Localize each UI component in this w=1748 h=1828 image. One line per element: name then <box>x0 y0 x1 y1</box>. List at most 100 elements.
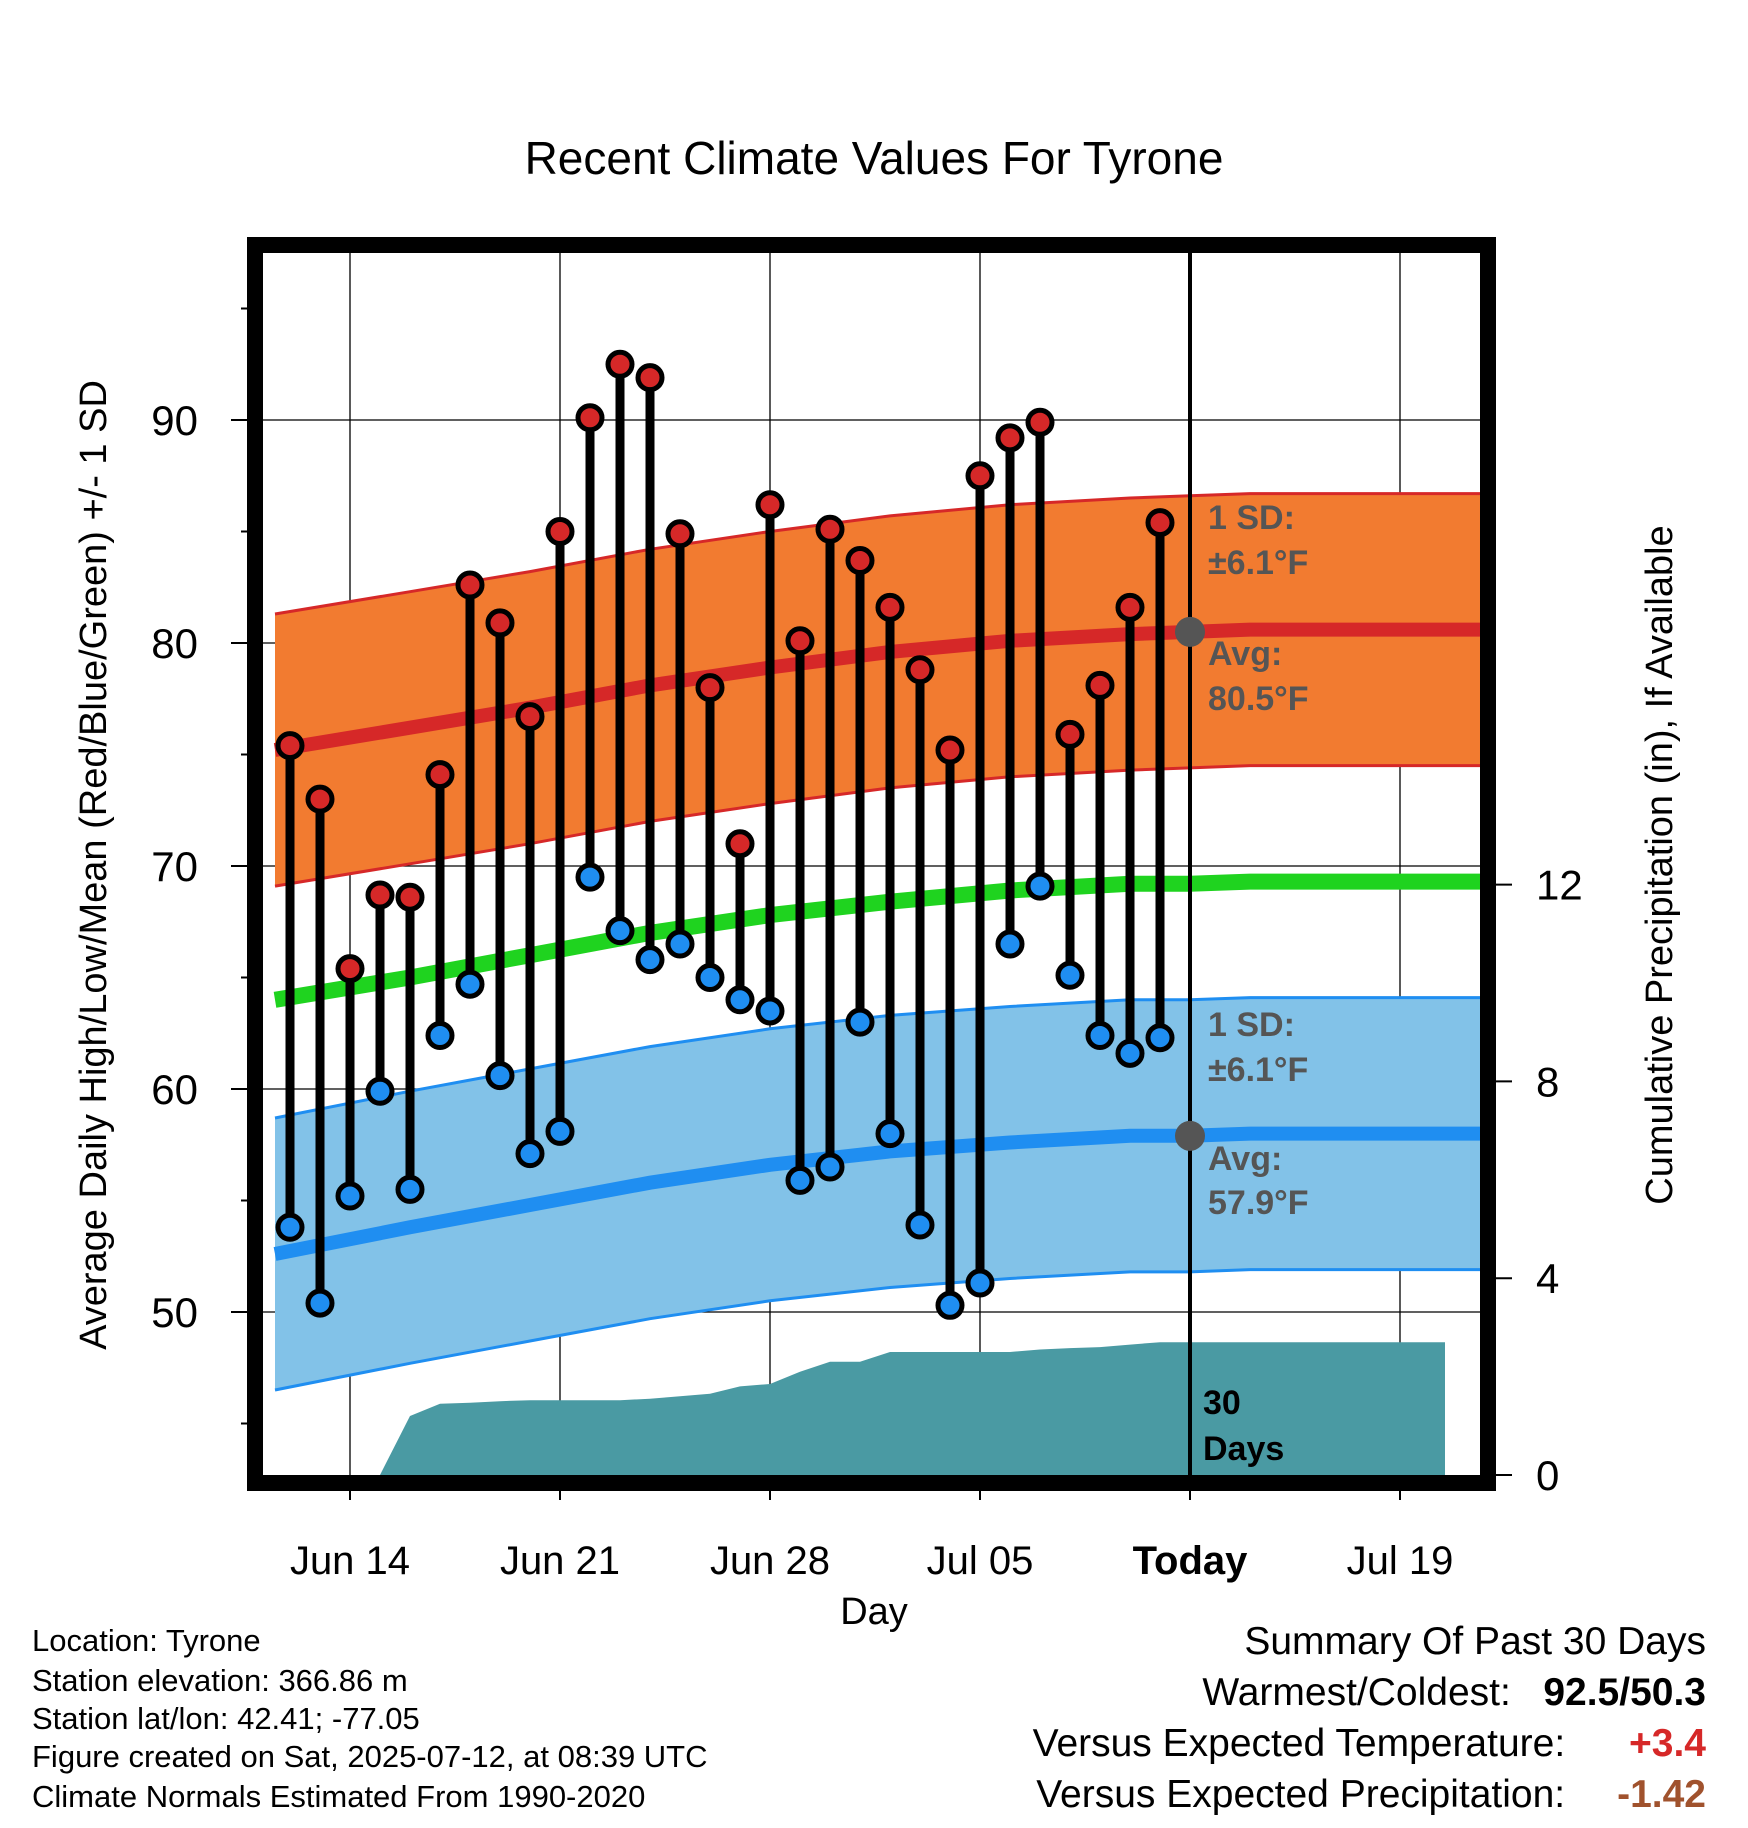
daily-high-point <box>875 592 905 622</box>
y-tick-label: 80 <box>151 620 198 667</box>
low-avg-label: Avg: <box>1208 1140 1282 1178</box>
y-tick-label: 60 <box>151 1066 198 1113</box>
plot-frame <box>247 237 1496 1491</box>
daily-low-point <box>425 1020 455 1050</box>
plot-content: 1 SD: ±6.1°F Avg: 80.5°F 1 SD: ±6.1°F Avg: 57.9… <box>263 253 1480 1475</box>
normal-high-line <box>273 622 1480 757</box>
daily-low-point <box>515 1139 545 1169</box>
y2-tick-label: 0 <box>1536 1452 1559 1499</box>
x-tick-label: Jun 21 <box>500 1539 620 1583</box>
daily-high-point <box>695 673 725 703</box>
x-tick-label: Jul 05 <box>927 1539 1034 1583</box>
y-tick-label: 90 <box>151 397 198 444</box>
temperature-label: Versus Expected Temperature: <box>1032 1722 1566 1765</box>
daily-low-point <box>575 862 605 892</box>
daily-low-point <box>1145 1023 1175 1053</box>
daily-high-point <box>995 423 1025 453</box>
y2-tick-label: 4 <box>1536 1255 1559 1302</box>
low-sd-label: 1 SD: <box>1208 1006 1295 1044</box>
summary-temperature: Versus Expected Temperature: +3.4 <box>1033 1722 1706 1766</box>
station-latlon: Station lat/lon: 42.41; -77.05 <box>32 1701 420 1736</box>
daily-high-point <box>905 655 935 685</box>
daily-high-point <box>1085 670 1115 700</box>
y2-tick-label: 12 <box>1536 862 1583 909</box>
daily-high-point <box>635 363 665 393</box>
daily-low-point <box>1055 960 1085 990</box>
daily-low-point <box>305 1288 335 1318</box>
low-sd-band <box>275 997 1480 1390</box>
daily-low-point <box>965 1268 995 1298</box>
daily-high-point <box>515 702 545 732</box>
x-axis-label: Day <box>840 1591 908 1633</box>
daily-low-point <box>1025 871 1055 901</box>
daily-low-point <box>695 963 725 992</box>
daily-low-point <box>1085 1020 1115 1050</box>
daily-high-point <box>275 731 305 761</box>
x-tick-label: Jun 28 <box>710 1539 830 1583</box>
daily-high-point <box>335 954 365 984</box>
warmest-coldest-label: Warmest/Coldest: <box>1202 1671 1511 1714</box>
window-label-days: Days <box>1203 1430 1284 1468</box>
precip-area <box>380 1342 1445 1475</box>
station-elevation: Station elevation: 366.86 m <box>32 1663 408 1698</box>
daily-low-point <box>785 1165 815 1195</box>
daily-low-point <box>875 1119 905 1149</box>
y2-axis-label: Cumulative Precipitation (in), If Availa… <box>1639 525 1681 1204</box>
low-sd-value: ±6.1°F <box>1208 1051 1308 1089</box>
today-normal-low-marker <box>1175 1120 1205 1151</box>
daily-low-point <box>815 1152 845 1182</box>
daily-high-point <box>815 514 845 544</box>
temperature-value: +3.4 <box>1629 1722 1706 1765</box>
daily-low-point <box>665 929 695 959</box>
daily-high-point <box>965 461 995 491</box>
high-sd-value: ±6.1°F <box>1208 544 1308 582</box>
daily-high-point <box>485 608 515 638</box>
warmest-coldest-value: 92.5/50.3 <box>1543 1671 1706 1714</box>
summary-precipitation: Versus Expected Precipitation: -1.42 <box>1036 1773 1706 1817</box>
daily-high-point <box>785 626 815 656</box>
daily-high-point <box>425 760 455 790</box>
daily-high-point <box>1115 592 1145 622</box>
daily-low-point <box>845 1007 875 1037</box>
window-label-number: 30 <box>1203 1384 1241 1422</box>
daily-low-point <box>275 1212 305 1242</box>
daily-high-point <box>605 349 635 379</box>
high-sd-label: 1 SD: <box>1208 499 1295 537</box>
precipitation-label: Versus Expected Precipitation: <box>1036 1773 1566 1816</box>
daily-high-point <box>1055 719 1085 749</box>
daily-high-point <box>365 880 395 910</box>
daily-high-point <box>845 545 875 575</box>
y-axis-label: Average Daily High/Low/Mean (Red/Blue/Gr… <box>73 380 115 1350</box>
y2-tick-label: 8 <box>1536 1058 1559 1105</box>
daily-low-point <box>485 1061 515 1091</box>
climate-normals-period: Climate Normals Estimated From 1990-2020 <box>32 1779 646 1814</box>
daily-high-point <box>395 882 425 912</box>
y-tick-label: 50 <box>151 1289 198 1336</box>
figure-created: Figure created on Sat, 2025-07-12, at 08… <box>32 1739 708 1774</box>
daily-low-point <box>335 1181 365 1211</box>
daily-low-point <box>995 929 1025 959</box>
daily-low-point <box>935 1290 965 1320</box>
y-tick-label: 70 <box>151 843 198 890</box>
plot-area: 1 SD: ±6.1°F Avg: 80.5°F 1 SD: ±6.1°F Avg: 57.9… <box>151 237 1583 1583</box>
x-tick-label: Jul 19 <box>1347 1539 1454 1583</box>
summary-warmest-coldest: Warmest/Coldest: 92.5/50.3 <box>1202 1671 1706 1715</box>
chart-title: Recent Climate Values For Tyrone <box>525 132 1224 184</box>
daily-low-point <box>905 1210 935 1240</box>
daily-high-point <box>545 517 575 546</box>
daily-high-point <box>305 784 335 814</box>
today-normal-high-marker <box>1175 616 1205 647</box>
daily-low-point <box>755 996 785 1026</box>
daily-high-point <box>755 490 785 520</box>
high-avg-value: 80.5°F <box>1208 680 1309 718</box>
precipitation-value: -1.42 <box>1617 1773 1706 1816</box>
daily-high-point <box>725 829 755 859</box>
station-location: Location: Tyrone <box>32 1623 261 1658</box>
daily-low-point <box>725 985 755 1015</box>
high-avg-label: Avg: <box>1208 635 1282 673</box>
high-sd-band-upper-edge <box>274 492 1480 616</box>
daily-low-point <box>365 1076 395 1106</box>
daily-low-point <box>1115 1038 1145 1068</box>
daily-low-point <box>605 916 635 946</box>
